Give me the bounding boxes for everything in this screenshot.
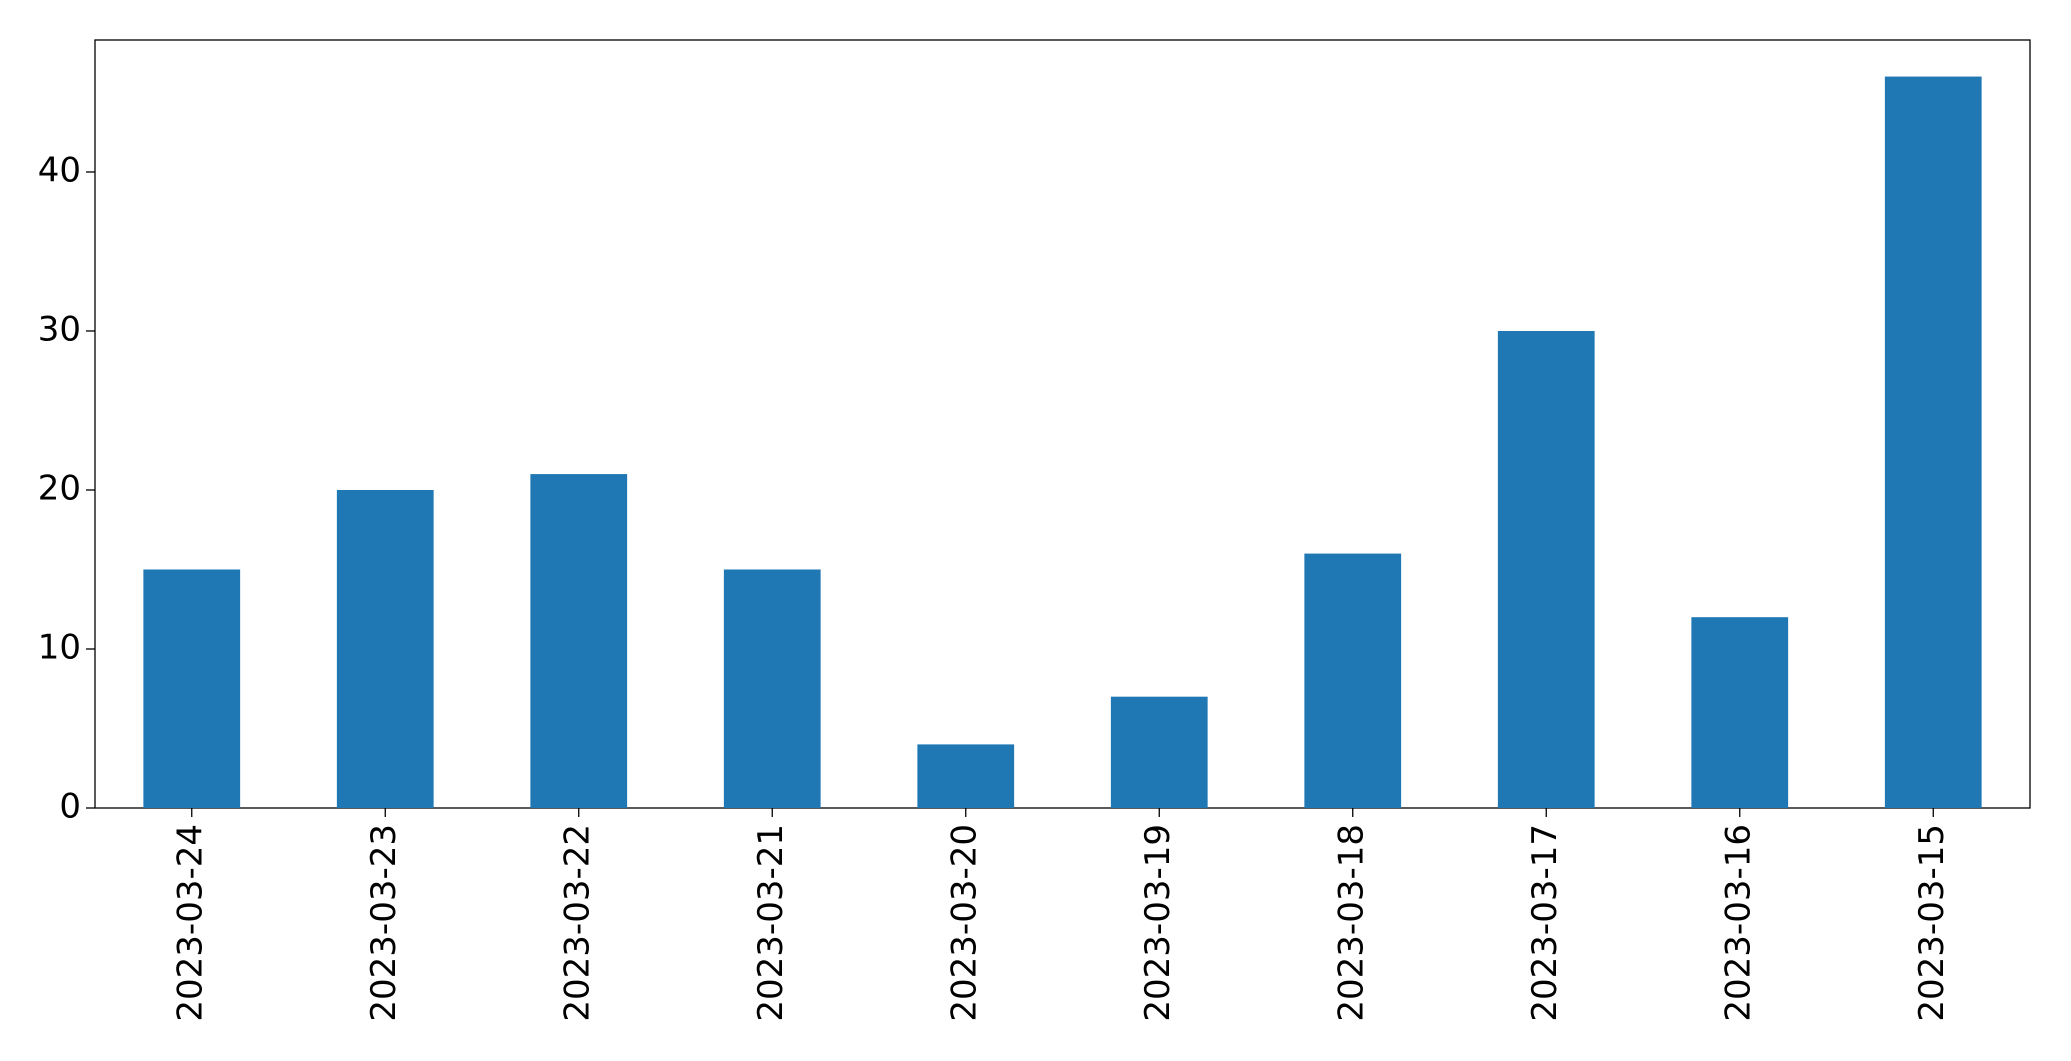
- x-tick-label: 2023-03-24: [170, 824, 210, 1022]
- bar: [917, 744, 1015, 808]
- bar: [1110, 696, 1208, 808]
- bar: [1497, 330, 1595, 808]
- bar: [530, 474, 628, 808]
- bar: [1304, 553, 1402, 808]
- y-tick-label: 0: [59, 787, 81, 827]
- axes-frame: [94, 39, 2031, 809]
- bar: [1884, 76, 1982, 809]
- x-tick-label: 2023-03-22: [557, 824, 597, 1022]
- x-tick-label: 2023-03-19: [1138, 824, 1178, 1022]
- x-tick-label: 2023-03-23: [364, 824, 404, 1022]
- x-tick-label: 2023-03-20: [944, 824, 984, 1022]
- x-tick-label: 2023-03-21: [751, 824, 791, 1022]
- bar: [336, 489, 434, 808]
- x-tick-label: 2023-03-15: [1912, 824, 1952, 1022]
- y-tick-label: 30: [38, 309, 81, 349]
- bar: [1691, 617, 1789, 808]
- bar: [143, 569, 241, 808]
- x-tick-label: 2023-03-17: [1525, 824, 1565, 1022]
- bar: [723, 569, 821, 808]
- x-tick-label: 2023-03-18: [1331, 824, 1371, 1022]
- y-tick-label: 10: [38, 627, 81, 667]
- x-tick-label: 2023-03-16: [1718, 824, 1758, 1022]
- y-tick-label: 40: [38, 150, 81, 190]
- y-tick-label: 20: [38, 468, 81, 508]
